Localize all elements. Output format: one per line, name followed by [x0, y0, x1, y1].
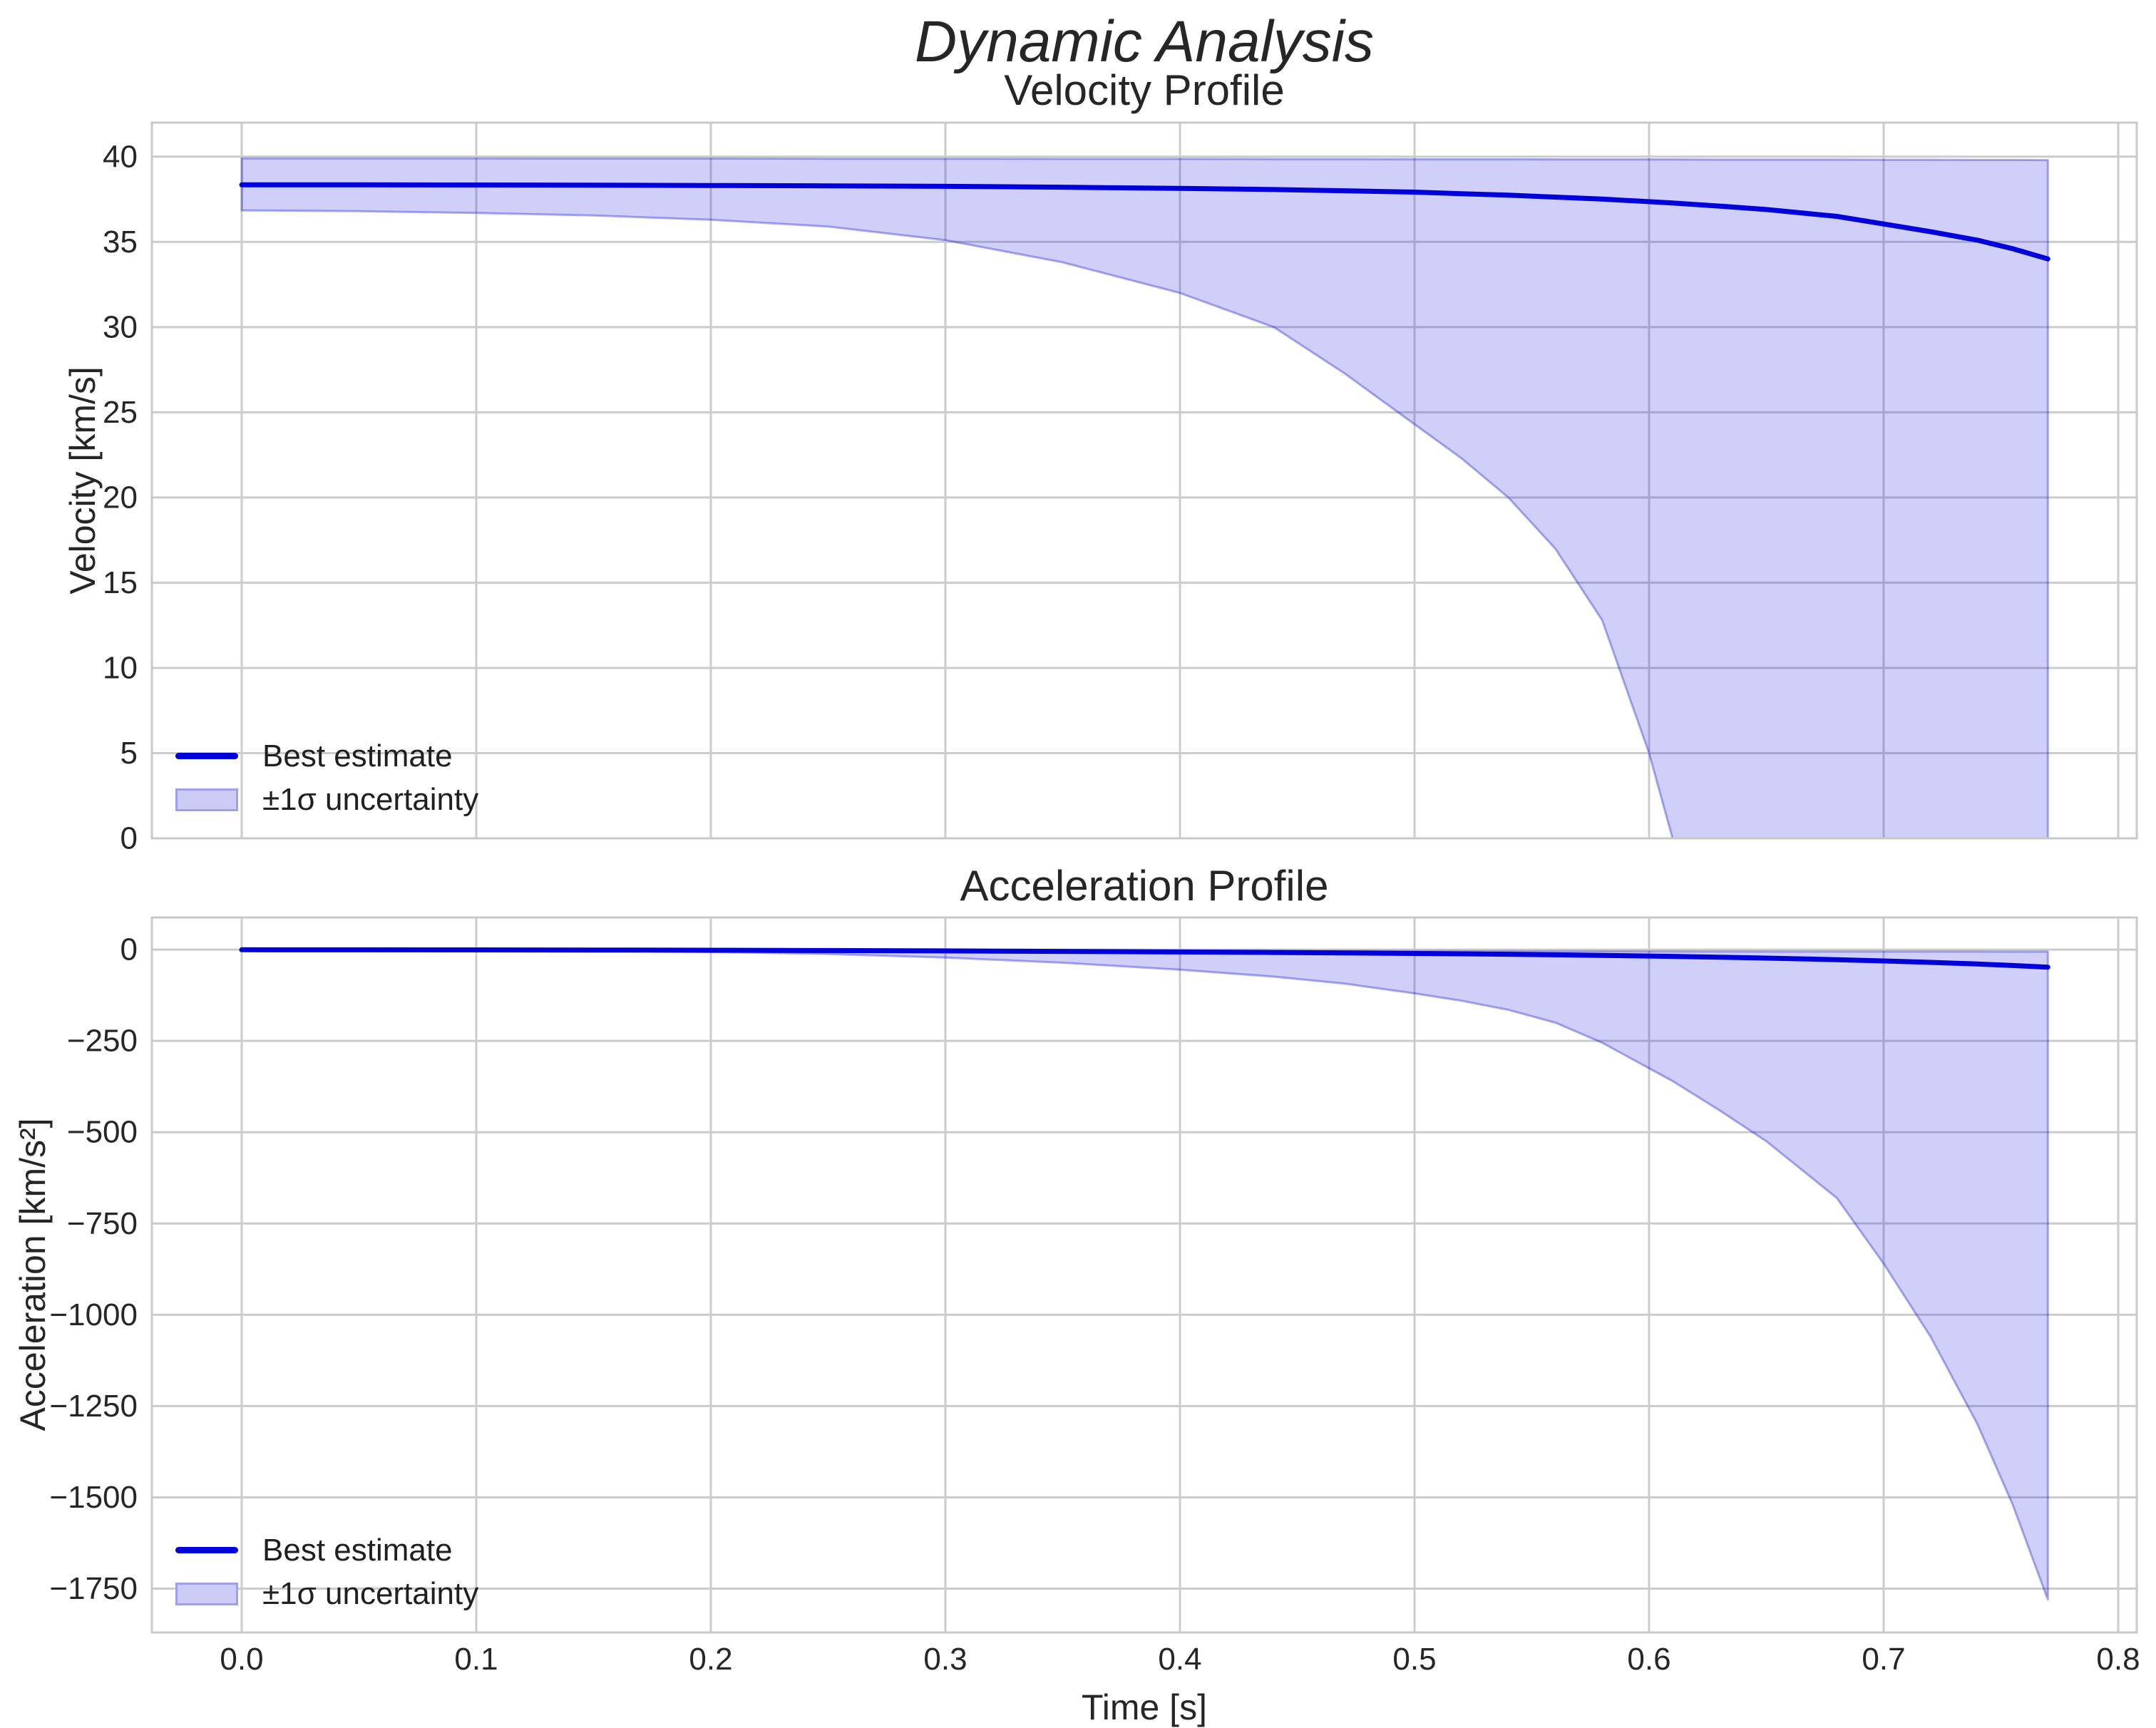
x-tick-label: 0.2: [689, 1642, 732, 1677]
y-tick-label: 40: [103, 139, 138, 174]
y-tick-label: 0: [120, 932, 138, 967]
acceleration-profile-spines: [150, 916, 2138, 1634]
legend-row: ±1σ uncertainty: [175, 1572, 478, 1615]
acceleration-profile-axes: 0 −250 −500 −750 −1000 −1250 −1500 −1750 0.0 0.1 0…: [49, 916, 2140, 1677]
y-tick-label: −1000: [49, 1297, 138, 1332]
y-tick-label: 30: [103, 309, 138, 344]
y-tick-label: −1250: [49, 1389, 138, 1424]
y-tick-label: 15: [103, 565, 138, 600]
acceleration-subplot-title: Acceleration Profile: [960, 862, 1329, 910]
velocity-profile-axes: 0 5 10 15 20 25 30 35 40: [103, 121, 2138, 856]
y-tick-label: −750: [67, 1206, 138, 1241]
velocity-profile-best-estimate-line: [239, 182, 2050, 262]
legend-row: Best estimate: [175, 1528, 478, 1572]
x-tick-label: 0.6: [1627, 1642, 1670, 1677]
y-tick-label: 10: [103, 651, 138, 686]
legend-label: Best estimate: [262, 738, 453, 773]
acceleration-legend: Best estimate ±1σ uncertainty: [175, 1528, 478, 1615]
best-estimate-line-swatch: [175, 1547, 238, 1553]
y-tick-label: 25: [103, 395, 138, 430]
y-tick-label: 20: [103, 480, 138, 515]
x-axis-label: Time [s]: [1082, 1687, 1207, 1727]
x-tick-label: 0.3: [923, 1642, 967, 1677]
y-tick-label: 0: [120, 821, 138, 856]
y-tick-label: −1750: [49, 1571, 138, 1606]
x-tick-label: 0.0: [220, 1642, 263, 1677]
velocity-y-axis-label: Velocity [km/s]: [63, 366, 103, 595]
y-tick-label: 35: [103, 225, 138, 259]
x-tick-label: 0.7: [1862, 1642, 1905, 1677]
acceleration-profile-uncertainty-band: [240, 948, 2049, 1601]
x-tick-label: 0.4: [1158, 1642, 1201, 1677]
velocity-legend: Best estimate ±1σ uncertainty: [175, 734, 478, 821]
y-tick-label: −1500: [49, 1480, 138, 1515]
x-tick-label: 0.8: [2096, 1642, 2140, 1677]
figure-title: Dynamic Analysis: [914, 9, 1375, 74]
legend-label: ±1σ uncertainty: [262, 781, 479, 817]
legend-label: ±1σ uncertainty: [262, 1575, 479, 1611]
y-tick-label: 5: [120, 736, 138, 771]
x-tick-label: 0.1: [454, 1642, 498, 1677]
legend-row: ±1σ uncertainty: [175, 778, 478, 821]
legend-label: Best estimate: [262, 1532, 453, 1568]
velocity-profile-spines: [150, 121, 2138, 840]
uncertainty-band-swatch: [175, 1582, 238, 1605]
acceleration-profile-best-estimate-line: [239, 947, 2050, 970]
x-tick-label: 0.5: [1392, 1642, 1436, 1677]
y-tick-label: −250: [67, 1024, 138, 1059]
legend-row: Best estimate: [175, 734, 478, 778]
best-estimate-line-swatch: [175, 753, 238, 759]
y-tick-label: −500: [67, 1115, 138, 1150]
velocity-subplot-title: Velocity Profile: [1004, 66, 1285, 114]
uncertainty-band-swatch: [175, 788, 238, 811]
acceleration-y-axis-label: Acceleration [km/s²]: [13, 1118, 53, 1431]
